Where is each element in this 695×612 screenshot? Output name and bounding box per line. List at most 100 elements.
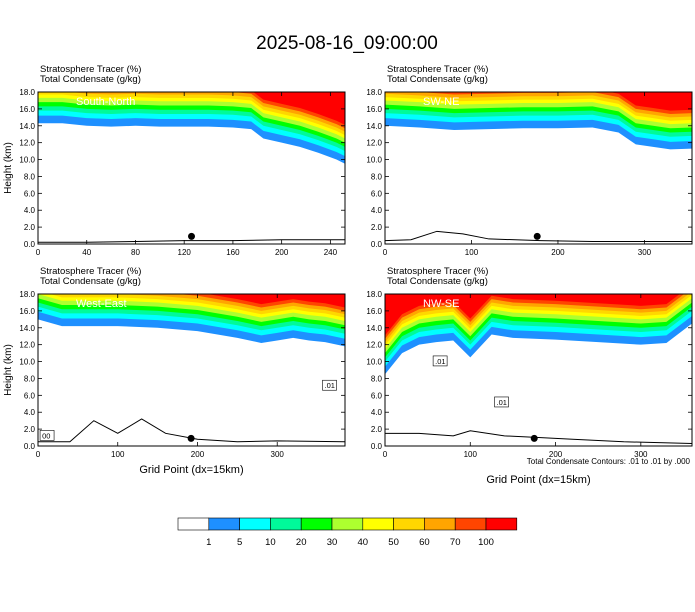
x-tick-label: 0 xyxy=(36,248,41,257)
plot-area xyxy=(385,92,692,244)
panel-header-tracer: Stratosphere Tracer (%) xyxy=(40,266,141,277)
y-tick-label: 4.0 xyxy=(371,408,383,417)
y-tick-label: 14.0 xyxy=(19,324,35,333)
y-tick-label: 2.0 xyxy=(371,223,383,232)
panel-region-label: West-East xyxy=(76,298,127,310)
panel-header-tracer: Stratosphere Tracer (%) xyxy=(40,64,141,75)
panel-header-condensate: Total Condensate (g/kg) xyxy=(40,276,141,287)
plot-area: .01 00 xyxy=(38,294,345,446)
colorbar-label: 40 xyxy=(358,537,369,548)
plot-frame xyxy=(384,91,693,245)
terrain-line xyxy=(385,430,692,444)
colorbar: 1 5 10 20 30 40 50 60 70 100 xyxy=(177,517,518,548)
terrain-line xyxy=(385,230,692,242)
y-tick-label: 12.0 xyxy=(19,341,35,350)
y-tick-label: 18.0 xyxy=(366,290,382,299)
colorbar-swatch xyxy=(485,517,518,531)
panel-header-tracer: Stratosphere Tracer (%) xyxy=(387,64,488,75)
tracer-band-10 xyxy=(609,92,692,111)
plot-frame xyxy=(37,91,346,245)
x-tick-label: 300 xyxy=(634,450,648,459)
y-tick-label: 14.0 xyxy=(366,324,382,333)
y-axis-label: Height (km) xyxy=(3,142,14,194)
plot-frame xyxy=(384,293,693,447)
panel-header-condensate: Total Condensate (g/kg) xyxy=(40,74,141,85)
colorbar-swatch xyxy=(239,517,271,531)
y-tick-label: 12.0 xyxy=(366,341,382,350)
y-tick-label: 4.0 xyxy=(24,408,36,417)
x-tick-label: 0 xyxy=(383,450,388,459)
y-tick-label: 6.0 xyxy=(24,189,36,198)
contour-label-box xyxy=(322,379,337,391)
x-tick-label: 200 xyxy=(549,450,563,459)
x-tick-label: 240 xyxy=(324,248,338,257)
x-tick-label: 0 xyxy=(383,248,388,257)
plot-area xyxy=(38,92,345,244)
y-tick-label: 8.0 xyxy=(24,374,36,383)
contour-label: .01 xyxy=(325,381,335,390)
colorbar-label: 5 xyxy=(237,537,242,548)
panel-south-north: Stratosphere Tracer (%)Total Condensate … xyxy=(3,64,346,257)
location-marker xyxy=(187,434,195,442)
y-tick-label: 14.0 xyxy=(19,122,35,131)
y-tick-label: 4.0 xyxy=(371,206,383,215)
panel-region-label: South-North xyxy=(76,96,135,108)
y-tick-label: 4.0 xyxy=(24,206,36,215)
y-tick-label: 12.0 xyxy=(366,139,382,148)
colorbar-swatch xyxy=(393,517,425,531)
x-tick-label: 200 xyxy=(275,248,289,257)
y-tick-label: 6.0 xyxy=(24,391,36,400)
x-tick-label: 100 xyxy=(111,450,125,459)
x-tick-label: 160 xyxy=(226,248,240,257)
x-tick-label: 200 xyxy=(551,248,565,257)
panel-header-tracer: Stratosphere Tracer (%) xyxy=(387,266,488,277)
y-tick-label: 0.0 xyxy=(371,240,383,249)
panel-header-condensate: Total Condensate (g/kg) xyxy=(387,276,488,287)
location-marker xyxy=(533,232,541,240)
x-tick-label: 120 xyxy=(178,248,192,257)
plot-area: .01 .01 xyxy=(385,294,692,446)
location-marker xyxy=(530,434,538,442)
x-tick-label: 100 xyxy=(465,248,479,257)
contour-label: 00 xyxy=(42,431,50,440)
panel-sw-ne: Stratosphere Tracer (%)Total Condensate … xyxy=(366,64,693,257)
colorbar-swatch xyxy=(270,517,302,531)
tracer-band-10 xyxy=(385,294,680,336)
panel-region-label: NW-SE xyxy=(423,298,459,310)
y-tick-label: 16.0 xyxy=(366,105,382,114)
x-tick-label: 40 xyxy=(82,248,91,257)
colorbar-label: 50 xyxy=(388,537,399,548)
colorbar-label: 10 xyxy=(265,537,276,548)
x-axis-label: Grid Point (dx=15km) xyxy=(139,464,243,476)
y-tick-label: 2.0 xyxy=(371,425,383,434)
y-tick-label: 2.0 xyxy=(24,425,36,434)
figure-title: 2025-08-16_09:00:00 xyxy=(256,33,438,54)
panel-header-condensate: Total Condensate (g/kg) xyxy=(387,74,488,85)
tracer-band-10 xyxy=(207,294,345,308)
colorbar-label: 20 xyxy=(296,537,307,548)
colorbar-swatch xyxy=(208,517,240,531)
x-tick-label: 300 xyxy=(638,248,652,257)
y-tick-label: 8.0 xyxy=(371,374,383,383)
contour-label: .01 xyxy=(435,357,445,366)
x-tick-label: 0 xyxy=(36,450,41,459)
x-axis-label: Grid Point (dx=15km) xyxy=(486,474,590,486)
contour-label-box xyxy=(39,430,55,441)
x-tick-label: 80 xyxy=(131,248,140,257)
panel-west-east: Stratosphere Tracer (%)Total Condensate … xyxy=(3,266,346,476)
y-tick-label: 18.0 xyxy=(19,88,35,97)
contour-label-box xyxy=(432,355,448,367)
y-tick-label: 0.0 xyxy=(371,442,383,451)
y-tick-label: 2.0 xyxy=(24,223,36,232)
colorbar-label: 100 xyxy=(478,537,494,548)
y-tick-label: 18.0 xyxy=(19,290,35,299)
panels: Stratosphere Tracer (%)Total Condensate … xyxy=(3,64,693,486)
colorbar-swatch xyxy=(300,517,333,531)
colorbar-swatch xyxy=(424,517,456,531)
y-tick-label: 14.0 xyxy=(366,122,382,131)
colorbar-swatch xyxy=(331,517,364,531)
colorbar-label: 60 xyxy=(419,537,430,548)
y-tick-label: 6.0 xyxy=(371,391,383,400)
x-tick-label: 300 xyxy=(271,450,285,459)
